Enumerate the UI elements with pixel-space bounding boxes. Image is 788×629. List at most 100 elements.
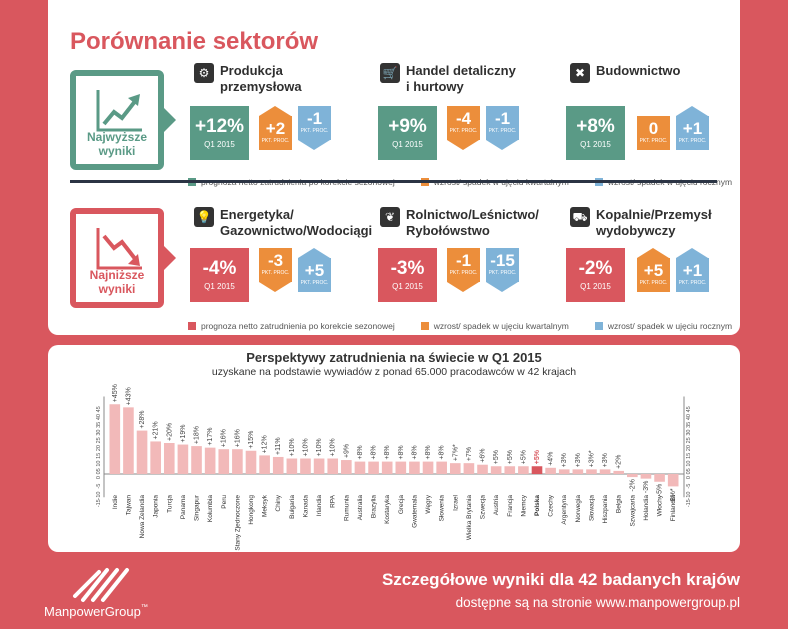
y-tick-label: 30 [96, 430, 102, 436]
data-label: +3% [575, 453, 582, 467]
bar [558, 469, 570, 474]
bulb-icon: 💡 [194, 207, 214, 227]
data-label: +5% [520, 450, 527, 464]
qoq-change: -1 PKT. PROC. [447, 248, 480, 292]
world-outlook-chart-card: Perspektywy zatrudnienia na świecie w Q1… [48, 345, 740, 552]
category-label: Hongkong [248, 495, 255, 525]
footer-title: Szczegółowe wyniki dla 42 badanych krajó… [381, 570, 740, 589]
bar [327, 458, 339, 474]
data-label: +3% [561, 453, 568, 467]
bar [490, 466, 502, 474]
category-label: Belgia [616, 495, 623, 513]
data-label: +16% [234, 429, 241, 447]
qoq-change: -3 PKT. PROC. [259, 248, 292, 292]
bar [409, 461, 420, 474]
forecast-box: -4% Q1 2015 [190, 248, 249, 302]
bar [463, 463, 475, 474]
bar [518, 466, 529, 474]
y-tick-label: 20 [96, 445, 102, 451]
forecast-box: -2% Q1 2015 [566, 248, 625, 302]
category-label: Brazylia [371, 495, 378, 519]
bar [572, 469, 584, 474]
data-label: +5% [507, 450, 514, 464]
data-label: +12% [262, 435, 269, 453]
bar [368, 461, 379, 474]
category-label: Izrael [452, 494, 459, 510]
data-label: +10% [316, 438, 323, 456]
bar [477, 464, 488, 474]
data-label: -3% [643, 481, 650, 493]
category-label: Szwajcaria [629, 495, 636, 527]
category-label: Słowenia [439, 495, 446, 522]
sector-name: Rolnictwo/Leśnictwo/ [406, 207, 539, 222]
y-tick-label: 35 [96, 422, 102, 428]
category-label: Kanada [302, 495, 309, 518]
forecast-box: +12% Q1 2015 [190, 106, 249, 160]
bar [191, 446, 202, 474]
bar [531, 466, 543, 474]
category-label: RPA [330, 494, 337, 508]
sector-name-2: wydobywczy [596, 223, 676, 238]
category-label: Węgry [425, 494, 432, 514]
brand-trademark: ™ [140, 604, 148, 611]
data-label: +8% [425, 445, 432, 459]
category-label: Szwecja [480, 495, 487, 520]
data-label: +8% [439, 445, 446, 459]
data-label: +7%* [452, 444, 459, 461]
chart-title: Perspektywy zatrudnienia na świecie w Q1… [246, 350, 542, 365]
leaf-icon: ❦ [380, 207, 400, 227]
bar [654, 474, 665, 482]
brand-name: ManpowerGroup™ [44, 604, 148, 619]
divider [70, 180, 717, 183]
y-tick-label: 0 [96, 476, 102, 479]
bar [163, 443, 175, 474]
bottom-results-pointer [164, 246, 176, 270]
data-label: +10% [289, 438, 296, 456]
data-label: +8% [357, 445, 364, 459]
bar [449, 463, 461, 474]
y-tick-label-right: 30 [686, 430, 692, 436]
chart-subtitle: uzyskane na podstawie wywiadów z ponad 6… [211, 366, 577, 378]
data-label: +19% [180, 424, 187, 442]
sector-name: Budownictwo [596, 63, 681, 78]
data-label: +15% [248, 431, 255, 449]
y-tick-label-right: 20 [686, 445, 692, 451]
bottom-results-box: Najniższe wyniki [70, 208, 164, 308]
forecast-box: -3% Q1 2015 [378, 248, 437, 302]
qoq-change: 0 PKT. PROC. [637, 116, 670, 150]
data-label: -5% [657, 484, 664, 496]
category-label: Wielka Brytania [466, 495, 473, 541]
data-label: +9% [343, 444, 350, 458]
sector-name: Handel detaliczny [406, 63, 516, 78]
category-label: Czechy [548, 494, 555, 516]
category-label: Francja [507, 495, 514, 517]
category-label: Włochy [657, 494, 664, 516]
bar [395, 461, 407, 474]
bar [640, 474, 652, 479]
y-tick-label-right: 0 [686, 476, 692, 479]
top-results-label-2: wyniki [98, 144, 136, 158]
category-label: Kolumbia [207, 495, 214, 522]
category-label: Niemcy [520, 494, 527, 516]
data-label: +10% [330, 438, 337, 456]
y-tick-label-right: 10 [686, 461, 692, 467]
category-label: Stany Zjednoczone [234, 495, 241, 551]
data-label: +10% [302, 438, 309, 456]
category-label: Tajwan [125, 495, 132, 516]
forecast-box: +9% Q1 2015 [378, 106, 437, 160]
sector-name-2: Rybołówstwo [406, 223, 490, 238]
y-tick-label: 45 [96, 406, 102, 412]
y-tick-label: -10 [96, 492, 102, 500]
category-label: Słowacja [588, 495, 595, 521]
bar [627, 474, 638, 478]
y-tick-label-right: 35 [686, 422, 692, 428]
category-label: Grecja [398, 495, 405, 515]
y-tick-label: 25 [96, 437, 102, 443]
category-label: Hiszpania [602, 495, 609, 524]
category-label: Rumunia [343, 495, 350, 521]
bar [245, 450, 257, 474]
y-tick-label: 40 [96, 414, 102, 420]
bar [204, 447, 216, 474]
legend-label: prognoza netto zatrudnienia po korekcie … [201, 321, 395, 331]
y-tick-label-right: -5 [686, 484, 692, 489]
